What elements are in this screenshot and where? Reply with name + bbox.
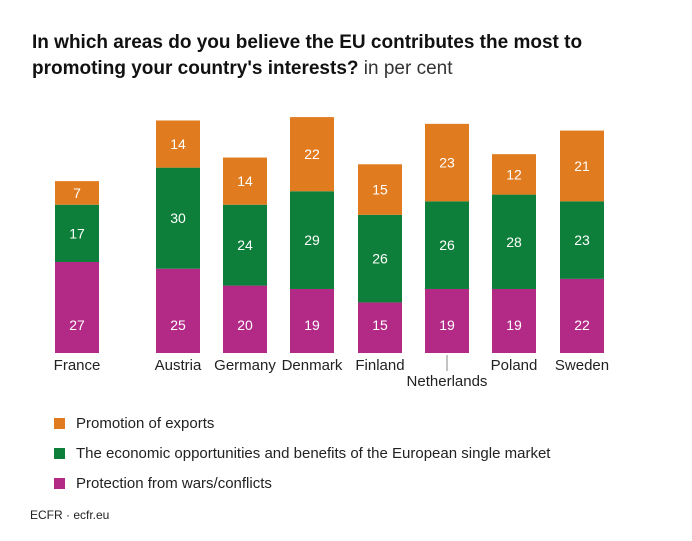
bar-segment-protection bbox=[358, 302, 402, 353]
data-label: 19 bbox=[439, 317, 455, 333]
bar-segment-single-market bbox=[223, 204, 267, 286]
data-label: 26 bbox=[372, 251, 388, 267]
x-tick-label: Denmark bbox=[282, 357, 343, 374]
legend-item-protection: Protection from wars/conflicts bbox=[54, 468, 550, 498]
bar-segment-exports bbox=[492, 154, 536, 195]
bar-segment-single-market bbox=[560, 201, 604, 279]
bar-segment-single-market bbox=[290, 191, 334, 289]
x-tick-label: Netherlands bbox=[407, 373, 488, 390]
chart-title-main: In which areas do you believe the EU con… bbox=[32, 32, 583, 79]
bar-segment-exports bbox=[55, 181, 99, 205]
legend: Promotion of exports The economic opport… bbox=[54, 408, 550, 498]
bar-group-france: 27 17 7 France bbox=[54, 181, 101, 374]
data-label: 17 bbox=[69, 225, 85, 241]
x-tick-label: Poland bbox=[491, 357, 538, 374]
bar-segment-single-market bbox=[425, 201, 469, 289]
bar-segment-exports bbox=[560, 130, 604, 202]
bar-segment-single-market bbox=[156, 167, 200, 269]
bar-group-poland: 19 28 12 Poland bbox=[491, 154, 538, 374]
bar-segment-single-market bbox=[358, 214, 402, 303]
data-label: 19 bbox=[304, 317, 320, 333]
legend-label-protection: Protection from wars/conflicts bbox=[76, 474, 272, 492]
legend-swatch-single-market bbox=[54, 447, 65, 459]
x-tick-label: Sweden bbox=[555, 357, 609, 374]
bar-group-sweden: 22 23 21 Sweden bbox=[555, 130, 609, 374]
data-label: 23 bbox=[574, 232, 590, 248]
data-label: 21 bbox=[574, 158, 590, 174]
legend-item-single-market: The economic opportunities and benefits … bbox=[54, 438, 550, 468]
stacked-bar-chart: 27 17 7 France 25 30 14 Austria 20 24 14 Germany 19 2… bbox=[54, 117, 609, 390]
bar-group-denmark: 19 29 22 Denmark bbox=[282, 117, 343, 374]
bar-segment-exports bbox=[223, 157, 267, 205]
data-label: 19 bbox=[506, 317, 522, 333]
x-tick-label: France bbox=[54, 357, 101, 374]
data-label: 14 bbox=[237, 173, 253, 189]
data-label: 14 bbox=[170, 136, 186, 152]
bar-segment-protection bbox=[560, 278, 604, 353]
bar-group-austria: 25 30 14 Austria bbox=[155, 120, 202, 374]
legend-swatch-exports bbox=[54, 417, 65, 429]
data-label: 15 bbox=[372, 182, 388, 198]
bar-group-finland: 15 26 15 Finland bbox=[355, 164, 405, 374]
data-label: 28 bbox=[506, 234, 522, 250]
bar-segment-exports bbox=[156, 120, 200, 168]
data-label: 7 bbox=[73, 185, 81, 201]
bar-segment-single-market bbox=[55, 204, 99, 263]
x-tick-label: Austria bbox=[155, 357, 202, 374]
legend-label-exports: Promotion of exports bbox=[76, 414, 215, 432]
data-label: 29 bbox=[304, 232, 320, 248]
legend-swatch-protection bbox=[54, 477, 65, 489]
bar-segment-exports bbox=[290, 117, 334, 192]
x-tick-label: Finland bbox=[355, 357, 404, 374]
bar-segment-protection bbox=[425, 288, 469, 353]
data-label: 26 bbox=[439, 237, 455, 253]
x-tick-label: Germany bbox=[214, 357, 276, 374]
data-label: 23 bbox=[439, 155, 455, 171]
data-label: 27 bbox=[69, 317, 85, 333]
data-label: 15 bbox=[372, 317, 388, 333]
bar-segment-exports bbox=[425, 123, 469, 202]
data-label: 24 bbox=[237, 237, 253, 253]
chart-title: In which areas do you believe the EU con… bbox=[32, 30, 672, 82]
chart-title-unit: in per cent bbox=[358, 58, 453, 79]
legend-label-single-market: The economic opportunities and benefits … bbox=[76, 444, 551, 462]
bar-segment-exports bbox=[358, 164, 402, 215]
bar-segment-protection bbox=[492, 288, 536, 353]
data-label: 22 bbox=[304, 146, 320, 162]
bar-group-netherlands: 19 26 23 Netherlands bbox=[407, 123, 488, 390]
data-label: 25 bbox=[170, 317, 186, 333]
data-label: 30 bbox=[170, 210, 186, 226]
legend-item-exports: Promotion of exports bbox=[54, 408, 550, 438]
bar-group-germany: 20 24 14 Germany bbox=[214, 157, 276, 374]
bar-segment-protection bbox=[223, 285, 267, 353]
data-label: 12 bbox=[506, 166, 522, 182]
data-label: 20 bbox=[237, 317, 253, 333]
bar-segment-single-market bbox=[492, 194, 536, 289]
data-label: 22 bbox=[574, 317, 590, 333]
bar-segment-protection bbox=[156, 268, 200, 353]
source-credit: ECFR · ecfr.eu bbox=[30, 508, 110, 522]
bar-segment-protection bbox=[290, 288, 334, 353]
bar-segment-protection bbox=[55, 262, 99, 353]
